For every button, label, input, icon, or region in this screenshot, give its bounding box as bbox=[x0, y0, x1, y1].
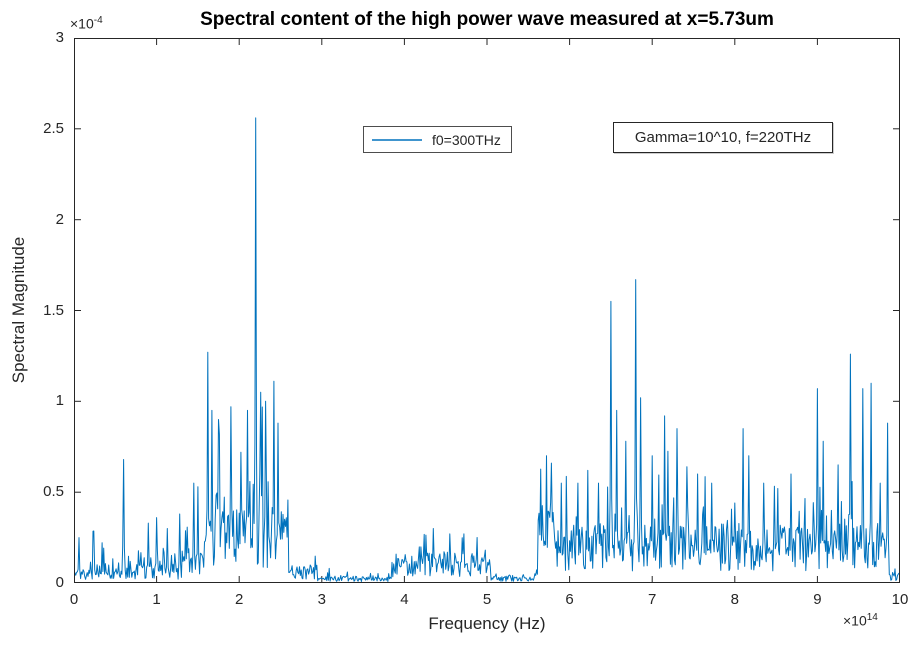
y-tick-label: 1.5 bbox=[43, 301, 64, 319]
y-axis-exponent: ×10-4 bbox=[70, 15, 103, 32]
y-exp-power: -4 bbox=[93, 15, 103, 26]
annotation-box[interactable]: Gamma=10^10, f=220THz bbox=[613, 122, 833, 153]
x-tick-label: 1 bbox=[152, 591, 161, 608]
legend-label: f0=300THz bbox=[432, 131, 501, 148]
spectrum-line bbox=[74, 117, 900, 582]
axes-frame bbox=[74, 38, 900, 583]
chart-title: Spectral content of the high power wave … bbox=[200, 9, 774, 30]
y-tick-label: 0.5 bbox=[43, 483, 64, 501]
x-tick-label: 10 bbox=[891, 591, 909, 608]
y-tick-label: 2.5 bbox=[43, 119, 64, 137]
x-exp-prefix: ×10 bbox=[843, 612, 867, 629]
y-exp-prefix: ×10 bbox=[70, 15, 94, 32]
x-tick-label: 4 bbox=[400, 591, 409, 608]
y-tick-label: 1 bbox=[55, 392, 64, 410]
legend[interactable]: f0=300THz bbox=[363, 126, 512, 153]
x-axis-label: Frequency (Hz) bbox=[428, 614, 546, 633]
tick-marks bbox=[74, 38, 900, 583]
x-tick-label: 0 bbox=[69, 591, 79, 608]
x-tick-label: 9 bbox=[813, 591, 822, 608]
x-axis-exponent: ×1014 bbox=[843, 612, 878, 629]
legend-line-sample bbox=[372, 138, 422, 141]
x-tick-label: 2 bbox=[235, 591, 244, 608]
x-tick-label: 8 bbox=[730, 591, 739, 608]
x-tick-label: 7 bbox=[648, 591, 657, 608]
x-exp-power: 14 bbox=[866, 612, 878, 623]
x-tick-label: 5 bbox=[482, 591, 492, 608]
y-tick-label: 0 bbox=[55, 574, 64, 591]
y-tick-label: 2 bbox=[55, 210, 64, 228]
plot-area[interactable] bbox=[74, 38, 900, 583]
x-tick-label: 6 bbox=[565, 591, 574, 608]
y-tick-label: 3 bbox=[55, 29, 64, 46]
x-tick-label: 3 bbox=[317, 591, 326, 608]
